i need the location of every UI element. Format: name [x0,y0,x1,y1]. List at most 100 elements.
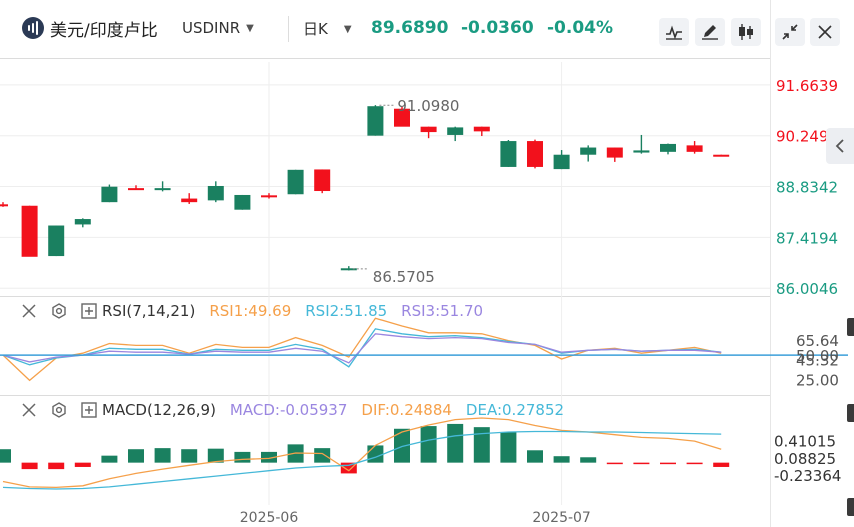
rsi-tick-label: 25.00 [796,371,839,389]
candle-body [420,126,437,133]
macd-bar [660,462,676,465]
rsi-header: RSI(7,14,21) RSI1:49.69 RSI2:51.85 RSI3:… [0,297,483,325]
divider [288,16,289,42]
candle-body [394,108,410,127]
macd-tick-label: 0.41015 [774,433,836,451]
indicator-settings-button[interactable] [48,300,70,322]
price-tick-label: 87.4194 [776,229,838,247]
symbol-label: USDINR [182,19,241,37]
date-tick-label: 2025-07 [532,510,591,526]
price-tick-label: 86.0046 [776,280,838,298]
macd-bar [420,426,437,463]
price-change: -0.0360 [461,18,534,38]
edge-handle[interactable] [847,318,854,336]
macd-bar [713,462,730,467]
candle-body [447,127,464,135]
line-chart-button[interactable] [659,18,689,46]
candle-body [314,169,331,192]
macd-bar [234,451,251,463]
macd-bar [686,462,703,465]
symbol-selector[interactable]: USDINR ▼ [182,19,254,37]
macd-bar [580,457,597,463]
dif-line [2,417,722,489]
expand-indicator-button[interactable] [78,300,100,322]
candle-body [553,154,570,170]
collapse-icon [782,24,798,40]
candlestick-type-button[interactable] [731,18,761,46]
gear-icon [52,303,66,319]
candle-body [261,195,277,198]
macd-bar [633,462,650,465]
candle-body [287,169,304,195]
price-axis-column [770,0,854,527]
candle-body [154,188,171,191]
candle-body [660,143,676,152]
macd-bar [261,451,277,463]
pane-divider [0,296,770,297]
rsi-tick-label: 50.00 [796,347,839,365]
rsi3-value: RSI3:51.70 [401,302,484,320]
macd-bar [447,423,464,463]
rsi-series-line [2,333,722,364]
macd-bar [154,448,171,463]
rsi-tick-label: 65.64 [796,332,839,350]
macd-header: MACD(12,26,9) MACD:-0.05937 DIF:0.24884 … [0,396,564,424]
low-annotation: 86.5705 [373,268,435,286]
interval-label: 日K [303,20,328,38]
macd-tick-label: -0.23364 [774,467,841,485]
macd-name: MACD(12,26,9) [102,401,216,419]
candle-body [686,145,703,152]
macd-bar [21,462,38,470]
candle-body [606,147,623,158]
price-tick-label: 90.2491 [776,128,838,146]
candle-body [0,204,8,207]
price-tick-label: 91.6639 [776,77,838,95]
candle-body [128,188,144,191]
macd-bar [394,428,410,463]
price-tick-label: 88.8342 [776,179,838,197]
expand-indicator-button[interactable] [78,399,100,421]
dea-line [2,430,722,490]
candle-body [340,268,357,271]
macd-tick-label: 0.08825 [774,450,836,468]
date-tick-label: 2025-06 [240,510,299,526]
macd-bar [527,450,543,463]
macd-bar [367,445,384,463]
side-panel-toggle[interactable] [826,128,854,164]
candle-body [633,150,650,153]
indicator-settings-button[interactable] [48,399,70,421]
pencil-icon [702,25,718,40]
macd-bar [500,431,517,463]
collapse-button[interactable] [775,18,805,46]
edge-handle[interactable] [847,498,854,516]
close-icon [22,403,36,417]
interval-selector[interactable]: 日K ▼ [303,18,352,39]
edge-handle[interactable] [847,404,854,422]
chart-header: 美元/印度卢比 USDINR ▼ 日K ▼ 89.6890 -0.0360 -0.0… [0,0,854,58]
candle-body [500,141,517,167]
candle-body [48,225,65,257]
remove-indicator-button[interactable] [18,399,40,421]
last-price: 89.6890 [371,18,449,38]
plus-box-icon [81,303,97,319]
draw-button[interactable] [695,18,725,46]
macd-bar [48,462,65,470]
dif-value: DIF:0.24884 [361,401,452,419]
line-chart-icon [666,25,682,40]
candle-body [580,147,597,155]
chevron-down-icon: ▼ [343,24,352,35]
gear-icon [52,402,66,418]
candle-body [713,154,730,157]
candle-body [527,141,543,167]
macd-bar [101,455,118,463]
macd-bar [0,449,11,463]
candlestick-icon [739,24,753,40]
pair-name: 美元/印度卢比 [50,21,158,41]
candle-body [367,106,384,136]
remove-indicator-button[interactable] [18,300,40,322]
close-button[interactable] [810,18,840,46]
high-annotation: 91.0980 [397,97,459,115]
bar-chart-logo-icon [22,17,44,39]
macd-bar [207,448,224,463]
